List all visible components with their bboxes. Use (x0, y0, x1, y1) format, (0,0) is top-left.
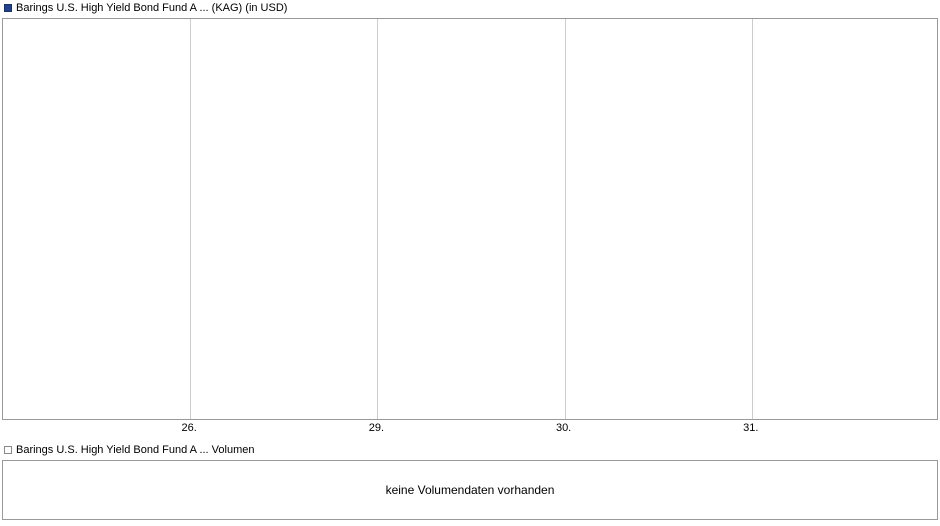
price-chart-area (2, 18, 938, 420)
price-legend-swatch (4, 4, 12, 12)
price-legend-text: Barings U.S. High Yield Bond Fund A ... … (16, 2, 287, 14)
volume-legend-swatch (4, 446, 12, 454)
volume-legend-text: Barings U.S. High Yield Bond Fund A ... … (16, 444, 254, 456)
price-legend: Barings U.S. High Yield Bond Fund A ... … (0, 0, 940, 16)
x-tick-label: 30. (556, 422, 571, 434)
gridline (752, 19, 753, 419)
gridline (377, 19, 378, 419)
x-axis: 26. 29. 30. 31. (2, 420, 938, 440)
volume-chart-area: keine Volumendaten vorhanden (2, 460, 938, 520)
x-tick-label: 26. (182, 422, 197, 434)
volume-empty-message: keine Volumendaten vorhanden (386, 483, 555, 497)
gridline (565, 19, 566, 419)
volume-legend: Barings U.S. High Yield Bond Fund A ... … (0, 442, 940, 458)
x-tick-label: 29. (369, 422, 384, 434)
gridline (190, 19, 191, 419)
x-tick-label: 31. (743, 422, 758, 434)
